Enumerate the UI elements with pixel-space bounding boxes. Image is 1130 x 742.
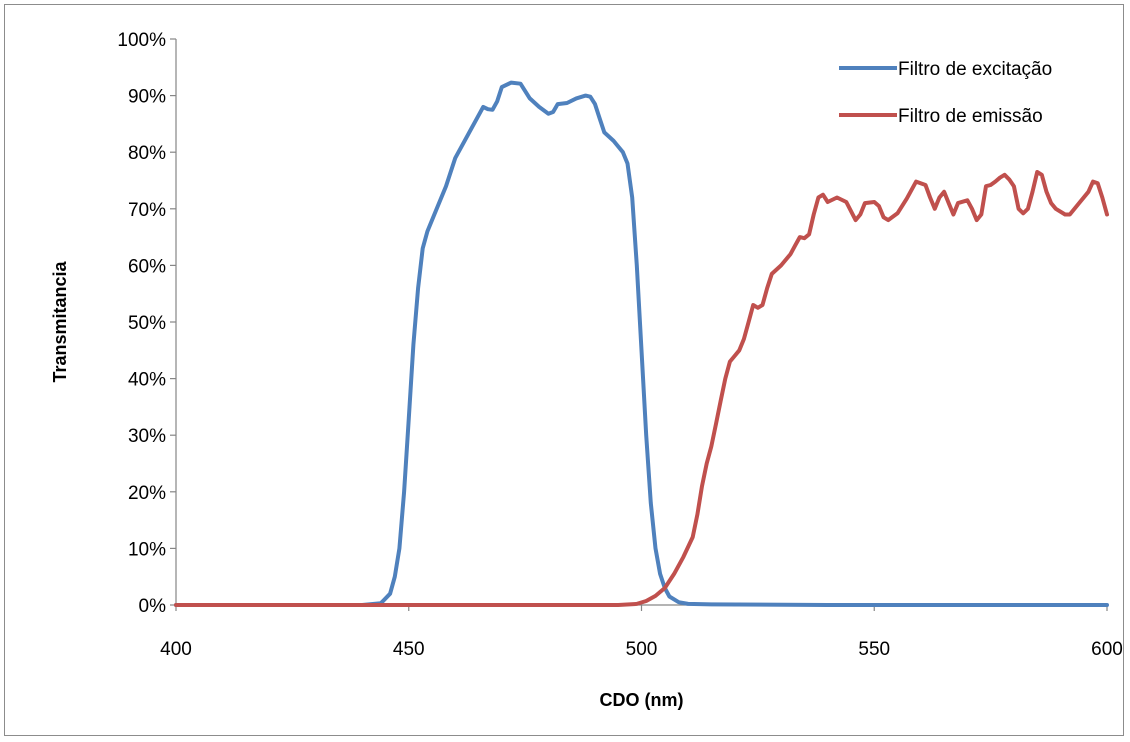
y-tick-label: 60%: [128, 256, 166, 277]
x-tick-label: 450: [393, 639, 425, 660]
y-tick-label: 80%: [128, 143, 166, 164]
x-axis-title: CDO (nm): [600, 690, 684, 710]
y-tick-label: 90%: [128, 87, 166, 108]
x-tick-label: 600: [1091, 639, 1123, 660]
x-tick-label: 500: [626, 639, 658, 660]
y-tick-label: 100%: [117, 30, 166, 51]
chart-frame: [4, 4, 1124, 736]
legend: Filtro de excitação Filtro de emissão: [839, 59, 1052, 127]
y-tick-label: 50%: [128, 313, 166, 334]
legend-label-emission: Filtro de emissão: [898, 106, 1043, 127]
y-tick-label: 40%: [128, 370, 166, 391]
y-axis-title: Transmitancia: [50, 260, 70, 382]
x-tick-label: 400: [160, 639, 192, 660]
legend-label-excitation: Filtro de excitação: [898, 59, 1052, 80]
series-layer: [174, 80, 1109, 607]
y-axis: 0% 10% 20% 30% 40% 50% 60% 70% 80% 90% 100%: [117, 30, 177, 617]
series-line-excitation: [174, 80, 1109, 607]
y-tick-label: 20%: [128, 483, 166, 504]
x-tick-label: 550: [858, 639, 890, 660]
y-tick-label: 70%: [128, 200, 166, 221]
y-tick-label: 0%: [139, 596, 167, 617]
x-axis: 400 450 500 550 600: [160, 604, 1123, 660]
y-tick-label: 10%: [128, 539, 166, 560]
series-line-emission: [174, 170, 1109, 607]
y-tick-label: 30%: [128, 426, 166, 447]
